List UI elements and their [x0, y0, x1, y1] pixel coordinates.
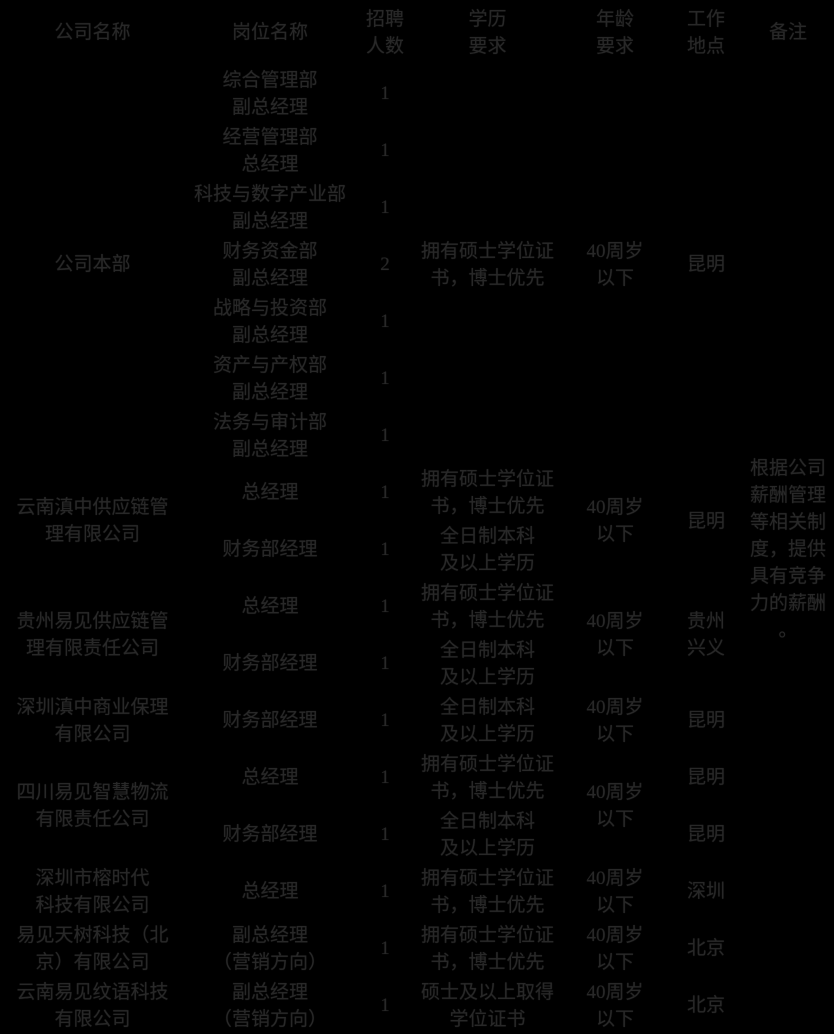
cell-position: 副总经理 （营销方向）: [212, 924, 327, 973]
cell-position: 资产与产权部 副总经理: [212, 354, 327, 403]
cell-company: 易见天树科技（北 京）有限公司: [16, 924, 169, 973]
cell-age: 40周岁 以下: [586, 696, 644, 745]
cell-education: 拥有硕士学位证 书，博士优先: [420, 753, 554, 802]
cell-age: 40周岁 以下: [586, 867, 644, 916]
table-row: 易见天树科技（北 京）有限公司 副总经理 （营销方向） 1 拥有硕士学位证 书，…: [0, 920, 834, 977]
col-header-location: 工作 地点: [686, 8, 725, 57]
cell-age: 40周岁 以下: [586, 497, 644, 545]
cell-headcount: 1: [380, 311, 390, 332]
cell-company: 深圳滇中商业保理 有限公司: [16, 696, 169, 745]
table-row: 云南滇中供应链管 理有限公司 总经理 1 拥有硕士学位证 书，博士优先 40周岁…: [0, 464, 834, 546]
cell-position: 财务部经理: [222, 653, 318, 674]
table-row: 科技与数字产业部 副总经理 1: [0, 179, 834, 236]
cell-position: 财务部经理: [222, 824, 318, 845]
cell-headcount: 1: [380, 197, 390, 218]
cell-headcount: 1: [380, 83, 390, 104]
col-header-position: 岗位名称: [231, 22, 308, 43]
cell-position: 总经理: [241, 482, 299, 503]
cell-age: 40周岁 以下: [586, 981, 644, 1030]
cell-age: 40周岁 以下: [586, 240, 644, 289]
cell-education: 全日制本科 及以上学历: [439, 639, 535, 688]
cell-location: 昆明: [686, 254, 725, 275]
table-row: 贵州易见供应链管 理有限责任公司 总经理 1 拥有硕士学位证 书，博士优先 40…: [0, 578, 834, 660]
table-row: 财务资金部 副总经理 2: [0, 236, 834, 293]
cell-headcount: 2: [380, 254, 390, 275]
cell-education: 全日制本科 及以上学历: [439, 810, 535, 859]
cell-position: 总经理: [241, 881, 299, 902]
cell-headcount: 1: [380, 425, 390, 446]
cell-company: 四川易见智慧物流 有限责任公司: [16, 782, 169, 830]
cell-education: 拥有硕士学位证 书，博士优先: [420, 582, 554, 631]
cell-location: 昆明: [686, 767, 725, 788]
cell-location: 北京: [686, 995, 725, 1016]
table-row: 云南易见纹语科技 有限公司 副总经理 （营销方向） 1 硕士及以上取得 学位证书…: [0, 977, 834, 1034]
cell-position: 总经理: [241, 767, 299, 788]
cell-headcount: 1: [380, 140, 390, 161]
table-row: 财务部经理 1 全日制本科 及以上学历: [0, 635, 834, 692]
cell-age: 40周岁 以下: [586, 924, 644, 973]
cell-position: 总经理: [241, 596, 299, 617]
cell-company: 云南滇中供应链管 理有限公司: [16, 497, 169, 545]
table-row: 财务部经理 1 全日制本科 及以上学历: [0, 521, 834, 578]
col-header-headcount: 招聘 人数: [365, 8, 404, 57]
cell-education: 拥有硕士学位证 书，博士优先: [420, 867, 554, 916]
cell-position: 综合管理部 副总经理: [222, 69, 318, 118]
cell-location: 昆明: [686, 710, 725, 731]
cell-headcount: 1: [380, 368, 390, 389]
cell-note: 根据公司 薪酬管理 等相关制 度，提供 具有竞争 力的薪酬 。: [749, 458, 826, 641]
cell-headcount: 1: [380, 995, 390, 1016]
cell-company: 深圳市榕时代 科技有限公司: [35, 867, 150, 916]
cell-position: 副总经理 （营销方向）: [212, 981, 327, 1030]
cell-location: 北京: [686, 938, 725, 959]
col-header-company: 公司名称: [54, 22, 131, 43]
cell-education: 全日制本科 及以上学历: [439, 696, 535, 745]
table-row: 战略与投资部 副总经理 1: [0, 293, 834, 350]
table-row: 深圳市榕时代 科技有限公司 总经理 1 拥有硕士学位证 书，博士优先 40周岁 …: [0, 863, 834, 920]
cell-education: 拥有硕士学位证 书，博士优先: [420, 468, 554, 517]
cell-age: 40周岁 以下: [586, 782, 644, 830]
table-row: 公司本部 综合管理部 副总经理 1 拥有硕士学位证 书，博士优先 40周岁 以下…: [0, 65, 834, 642]
col-header-age: 年龄 要求: [595, 8, 634, 57]
table-row: 财务部经理 1 全日制本科 及以上学历 昆明: [0, 806, 834, 863]
cell-age: 40周岁 以下: [586, 611, 644, 659]
col-header-education: 学历 要求: [468, 8, 507, 57]
header-row: 公司名称 岗位名称 招聘 人数 学历 要求 年龄 要求 工作 地点 备注: [0, 0, 834, 65]
cell-headcount: 1: [380, 482, 390, 503]
col-header-note: 备注: [768, 22, 807, 43]
table-row: 深圳滇中商业保理 有限公司 财务部经理 1 全日制本科 及以上学历 40周岁 以…: [0, 692, 834, 749]
cell-headcount: 1: [380, 938, 390, 959]
cell-company: 云南易见纹语科技 有限公司: [16, 981, 169, 1030]
table-row: 经营管理部 总经理 1: [0, 122, 834, 179]
cell-headcount: 1: [380, 710, 390, 731]
cell-headcount: 1: [380, 767, 390, 788]
cell-position: 财务部经理: [222, 539, 318, 560]
cell-headcount: 1: [380, 881, 390, 902]
cell-position: 财务资金部 副总经理: [222, 240, 318, 289]
cell-location: 昆明: [686, 510, 725, 532]
cell-headcount: 1: [380, 539, 390, 560]
cell-location: 深圳: [686, 881, 725, 902]
cell-position: 科技与数字产业部 副总经理: [193, 183, 346, 232]
cell-education: 硕士及以上取得 学位证书: [420, 981, 554, 1030]
cell-position: 经营管理部 总经理: [222, 126, 318, 175]
cell-position: 财务部经理: [222, 710, 318, 731]
cell-education: 拥有硕士学位证 书，博士优先: [420, 240, 554, 289]
table-row: 四川易见智慧物流 有限责任公司 总经理 1 拥有硕士学位证 书，博士优先 40周…: [0, 749, 834, 831]
cell-education: 全日制本科 及以上学历: [439, 525, 535, 574]
cell-company: 贵州易见供应链管 理有限责任公司: [16, 611, 169, 659]
cell-education: 拥有硕士学位证 书，博士优先: [420, 924, 554, 973]
cell-headcount: 1: [380, 653, 390, 674]
cell-position: 战略与投资部 副总经理: [212, 297, 327, 346]
cell-location: 贵州 兴义: [686, 611, 725, 659]
cell-headcount: 1: [380, 596, 390, 617]
cell-headcount: 1: [380, 824, 390, 845]
cell-position: 法务与审计部 副总经理: [212, 411, 327, 460]
cell-company: 公司本部: [54, 254, 131, 275]
table-row: 资产与产权部 副总经理 1: [0, 350, 834, 407]
cell-location: 昆明: [686, 824, 725, 845]
table-row: 法务与审计部 副总经理 1: [0, 407, 834, 464]
